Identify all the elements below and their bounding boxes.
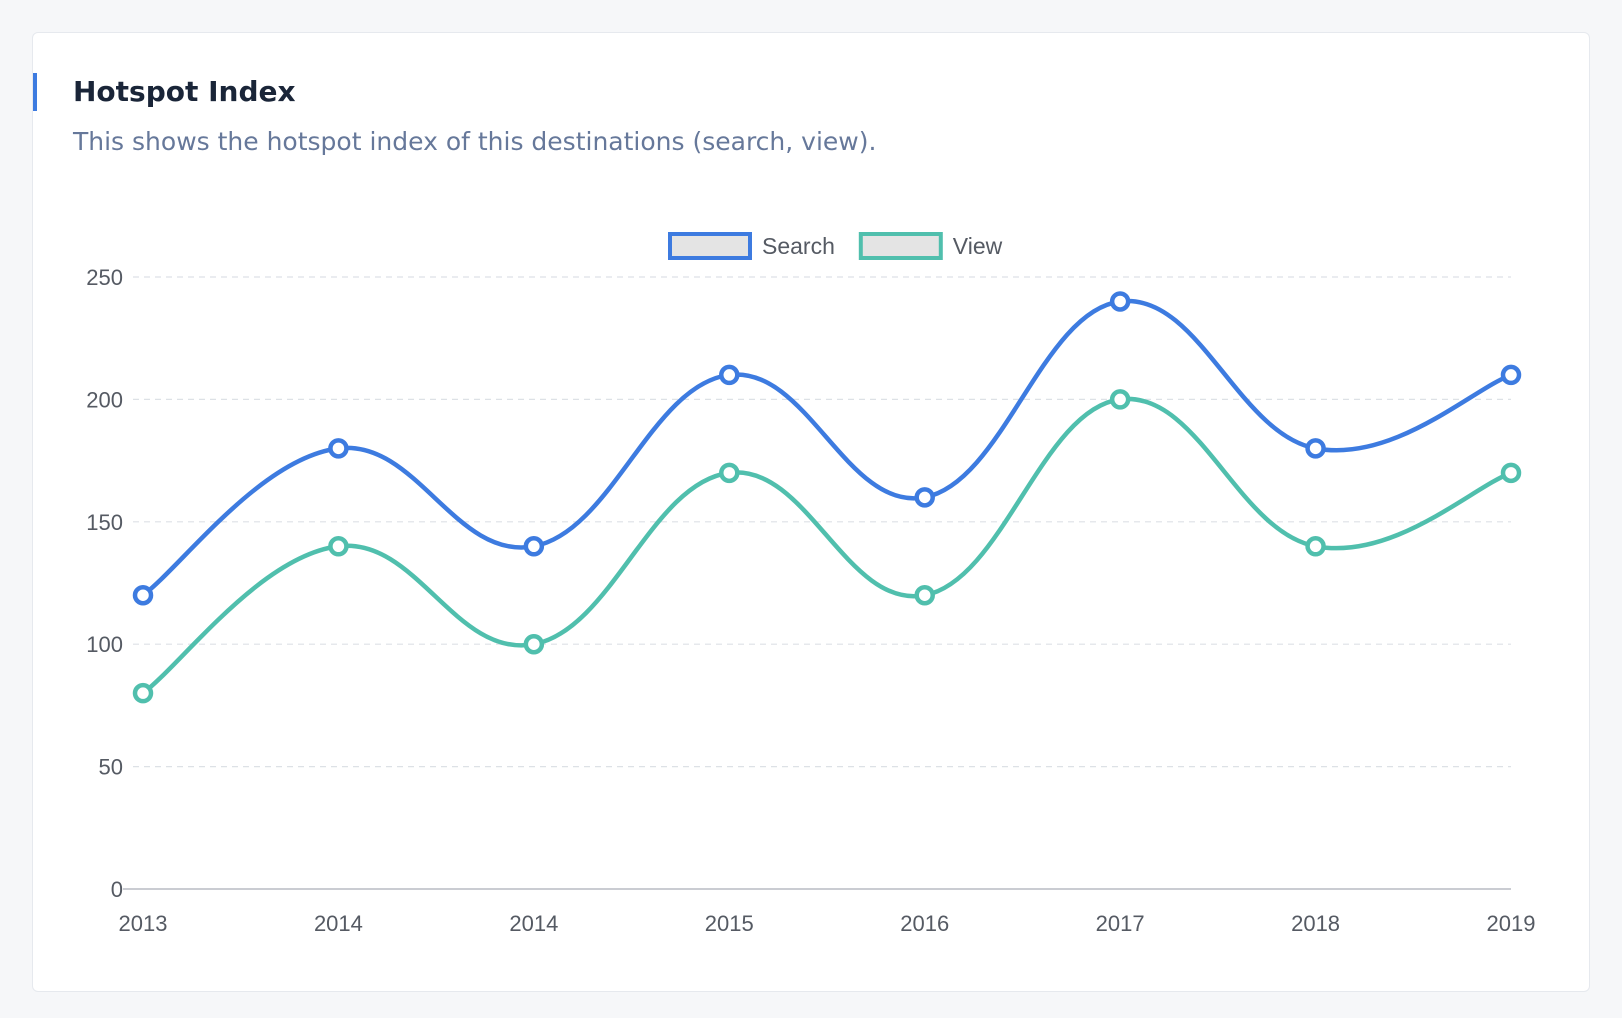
- series-search: [132, 291, 1522, 606]
- legend[interactable]: Search View: [668, 232, 1003, 260]
- legend-item-view[interactable]: View: [858, 232, 1003, 260]
- series-view: [132, 389, 1522, 704]
- x-tick-label: 2017: [1096, 911, 1145, 936]
- data-point-search[interactable]: [914, 487, 935, 508]
- legend-label-search: Search: [762, 233, 835, 259]
- data-point-search[interactable]: [328, 438, 349, 459]
- y-tick-label: 150: [86, 510, 123, 535]
- legend-swatch-view: [858, 232, 943, 260]
- data-point-search[interactable]: [1109, 291, 1131, 312]
- hotspot-index-card: Hotspot Index This shows the hotspot ind…: [32, 32, 1590, 992]
- title-accent-bar: [33, 73, 37, 111]
- legend-label-view: View: [953, 233, 1003, 259]
- x-tick-label: 2018: [1291, 911, 1340, 936]
- series-line-view: [141, 396, 1512, 695]
- x-axis: 2013 2014 2014 2015 2016 2017 2018 2019: [119, 911, 1536, 936]
- x-tick-label: 2014: [509, 911, 558, 936]
- data-point-view[interactable]: [1500, 462, 1522, 484]
- x-tick-label: 2016: [900, 911, 949, 936]
- x-tick-label: 2015: [705, 911, 754, 936]
- data-point-view[interactable]: [719, 462, 740, 484]
- y-tick-label: 0: [111, 877, 123, 902]
- data-point-search[interactable]: [1305, 438, 1326, 459]
- data-point-search[interactable]: [719, 364, 740, 386]
- card-subtitle: This shows the hotspot index of this des…: [73, 127, 877, 156]
- data-point-view[interactable]: [1305, 536, 1326, 557]
- data-point-view[interactable]: [132, 682, 154, 704]
- series-line-search: [141, 298, 1512, 598]
- x-tick-label: 2019: [1487, 911, 1536, 936]
- data-point-search[interactable]: [132, 584, 154, 606]
- legend-swatch-search: [668, 232, 752, 260]
- data-point-view[interactable]: [1109, 389, 1131, 410]
- x-tick-label: 2013: [119, 911, 168, 936]
- data-point-search[interactable]: [1500, 364, 1522, 386]
- x-tick-label: 2014: [314, 911, 363, 936]
- card-title: Hotspot Index: [73, 75, 296, 108]
- y-tick-label: 50: [99, 755, 123, 780]
- y-tick-label: 200: [86, 387, 123, 412]
- data-point-view[interactable]: [328, 536, 349, 557]
- series-lines: [132, 291, 1522, 704]
- y-tick-label: 100: [86, 632, 123, 657]
- y-axis: 0 50 100 150 200 250: [86, 265, 123, 902]
- y-tick-label: 250: [86, 265, 123, 290]
- grid-lines: [123, 276, 1511, 890]
- legend-item-search[interactable]: Search: [668, 232, 835, 260]
- data-point-view[interactable]: [914, 584, 935, 606]
- data-point-view[interactable]: [523, 633, 545, 655]
- data-point-search[interactable]: [523, 536, 545, 557]
